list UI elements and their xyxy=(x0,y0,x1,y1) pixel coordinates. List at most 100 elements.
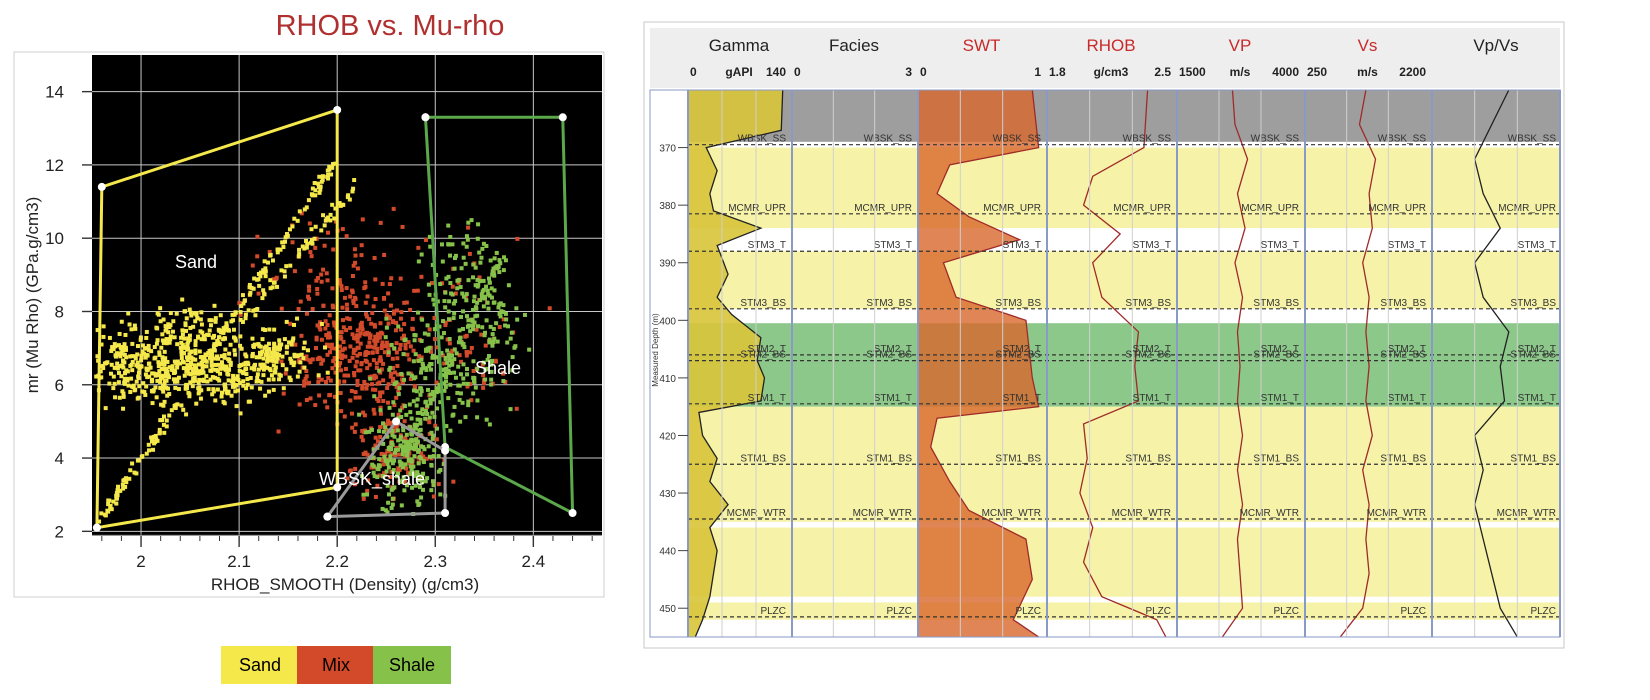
data-point-shale xyxy=(423,347,428,352)
data-point-sand xyxy=(122,376,127,381)
data-point-sand xyxy=(316,373,321,378)
data-point-mix xyxy=(352,482,357,487)
data-point-mix xyxy=(386,347,391,352)
data-point-sand xyxy=(112,365,117,370)
data-point-mix xyxy=(328,350,333,355)
data-point-mix xyxy=(340,353,345,358)
data-point-sand xyxy=(271,358,276,363)
data-point-mix xyxy=(316,375,321,380)
data-point-sand xyxy=(211,389,216,394)
data-point-sand xyxy=(161,340,166,345)
data-point-sand xyxy=(150,401,155,406)
data-point-sand xyxy=(114,351,119,356)
data-point-shale xyxy=(420,317,425,322)
data-point-shale xyxy=(392,382,397,387)
data-point-sand xyxy=(164,424,169,429)
data-point-mix xyxy=(380,340,385,345)
data-point-sand xyxy=(241,383,246,388)
data-point-shale xyxy=(504,317,509,322)
data-point-shale xyxy=(398,408,403,413)
data-point-mix xyxy=(384,340,389,345)
track-name: RHOB xyxy=(1086,36,1135,55)
data-point-sand xyxy=(280,354,285,359)
data-point-sand xyxy=(302,246,307,251)
data-point-sand xyxy=(157,352,162,357)
data-point-sand xyxy=(217,378,222,383)
data-point-shale xyxy=(381,441,386,446)
data-point-shale xyxy=(412,473,417,478)
data-point-shale xyxy=(396,438,401,443)
y-axis-label: mr (Mu Rho) (GPa.g/cm3) xyxy=(23,197,42,393)
formation-top-label: PLZC xyxy=(1273,606,1299,617)
data-point-mix xyxy=(355,266,360,271)
data-point-mix xyxy=(328,335,333,340)
data-point-sand xyxy=(322,223,327,228)
data-point-sand xyxy=(180,297,185,302)
data-point-shale xyxy=(408,443,413,448)
data-point-sand xyxy=(261,356,266,361)
track-min: 250 xyxy=(1307,65,1327,79)
data-point-sand xyxy=(248,375,253,380)
data-point-sand xyxy=(193,348,198,353)
data-point-mix xyxy=(386,314,391,319)
data-point-sand xyxy=(123,332,128,337)
data-point-sand xyxy=(235,388,240,393)
data-point-shale xyxy=(405,453,410,458)
data-point-mix xyxy=(450,284,455,289)
data-point-sand xyxy=(163,367,168,372)
data-point-sand xyxy=(241,301,246,306)
data-point-mix xyxy=(308,268,313,273)
data-point-mix xyxy=(410,316,415,321)
data-point-mix xyxy=(379,343,384,348)
data-point-shale xyxy=(515,317,520,322)
data-point-mix xyxy=(401,333,406,338)
data-point-shale xyxy=(458,285,463,290)
data-point-shale xyxy=(381,421,386,426)
data-point-sand xyxy=(328,212,333,217)
data-point-shale xyxy=(360,474,365,479)
crossplot-polygons xyxy=(92,105,577,532)
data-point-mix xyxy=(255,234,260,239)
data-point-sand xyxy=(326,172,331,177)
data-point-shale xyxy=(419,389,424,394)
data-point-shale xyxy=(438,282,443,287)
data-point-shale xyxy=(464,314,469,319)
data-point-shale xyxy=(473,385,478,390)
data-point-mix xyxy=(377,473,382,478)
data-point-mix xyxy=(394,320,399,325)
data-point-shale xyxy=(430,410,435,415)
data-point-shale xyxy=(492,288,497,293)
data-point-mix xyxy=(467,251,472,256)
data-point-mix xyxy=(474,327,479,332)
data-point-sand xyxy=(270,355,275,360)
track-unit: gAPI xyxy=(725,65,752,79)
data-point-mix xyxy=(321,267,326,272)
data-point-shale xyxy=(372,474,377,479)
data-point-sand xyxy=(122,352,127,357)
data-point-mix xyxy=(375,346,380,351)
data-point-mix xyxy=(386,321,391,326)
data-point-sand xyxy=(139,358,144,363)
formation-top-label: WBSK_SS xyxy=(738,134,787,145)
data-point-mix xyxy=(370,387,375,392)
formation-top-label: STM1_BS xyxy=(866,453,912,464)
data-point-sand xyxy=(256,342,261,347)
data-point-mix xyxy=(297,402,302,407)
depth-tick-label: 390 xyxy=(659,259,676,270)
data-point-sand xyxy=(233,336,238,341)
formation-top-label: STM3_T xyxy=(1133,240,1171,251)
data-point-sand xyxy=(319,228,324,233)
data-point-mix xyxy=(394,425,399,430)
data-point-sand xyxy=(173,405,178,410)
data-point-sand xyxy=(116,484,121,489)
data-point-shale xyxy=(494,321,499,326)
data-point-sand xyxy=(260,337,265,342)
data-point-sand xyxy=(268,286,273,291)
data-point-sand xyxy=(275,356,280,361)
data-point-mix xyxy=(353,466,358,471)
data-point-sand xyxy=(264,348,269,353)
data-point-sand xyxy=(316,185,321,190)
data-point-shale xyxy=(432,302,437,307)
data-point-shale xyxy=(410,438,415,443)
data-point-sand xyxy=(255,306,260,311)
